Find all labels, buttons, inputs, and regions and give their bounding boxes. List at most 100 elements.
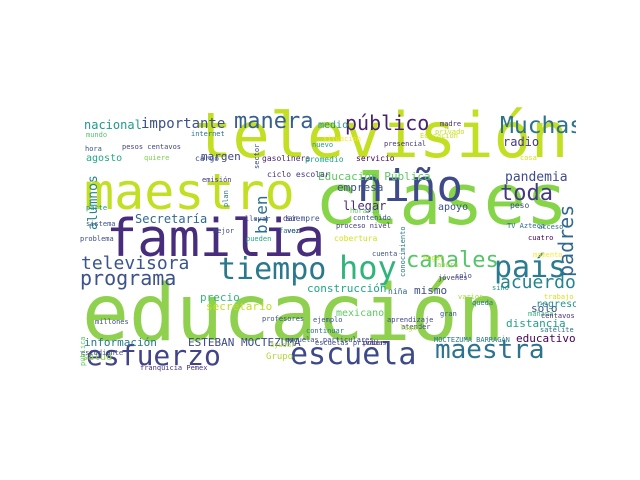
word-muchas: Muchas: [500, 113, 576, 139]
word-mañana: mañana: [528, 310, 554, 318]
word-dar: dar: [283, 214, 298, 223]
word-privado: privado: [435, 128, 465, 136]
word-sector: sector: [253, 143, 261, 170]
word-hora: hora: [85, 145, 102, 153]
word-solo: solo: [455, 272, 472, 280]
word-importante: importante: [141, 116, 226, 132]
word-mexicano: mexicano: [336, 308, 385, 319]
word-salud: salud: [82, 352, 113, 363]
word-cargo: cargo: [195, 154, 220, 163]
word-cuenta: cuenta: [372, 250, 398, 258]
word-trabajo: trabajo: [544, 293, 574, 301]
word-promedio: promedio: [305, 155, 344, 164]
word-moctezuma-barragán: MOCTEZUMA BARRAGÁN: [434, 336, 510, 344]
word-centavos: centavos: [541, 312, 575, 320]
word-presencial: presencial: [384, 140, 427, 148]
word-televisora: televisora: [81, 253, 190, 274]
word-ahora: ahora: [437, 261, 459, 269]
word-millones: millones: [95, 318, 129, 326]
word-sino: sino: [492, 284, 509, 292]
word-pueden: pueden: [246, 235, 272, 243]
word-niño: niño: [357, 161, 463, 212]
word-maestra: maestra: [435, 335, 545, 365]
word-emisión: emisión: [202, 176, 232, 184]
word-gran: gran: [440, 310, 457, 318]
word-proceso-nivel: proceso nivel: [336, 222, 391, 230]
word-cuatro: cuatro: [528, 234, 554, 242]
word-acceso: acceso: [538, 223, 564, 231]
word-canales: canales: [406, 248, 499, 273]
word-sistema: sistema: [86, 220, 116, 228]
word-peso: peso: [510, 201, 530, 210]
word-siempre: siempre: [286, 214, 320, 223]
word-tiempo: tiempo: [218, 252, 327, 287]
word-ciclo-escolar: ciclo escolar: [267, 170, 330, 179]
word-toda: toda: [500, 181, 553, 206]
word-clases: clases: [315, 159, 568, 241]
word-estudiante: estudiante: [81, 349, 124, 357]
word-margen: margen: [201, 150, 241, 163]
word-escuela: escuela: [290, 337, 417, 372]
word-maestro: maestro: [84, 163, 295, 221]
word-satélite: satélite: [540, 326, 574, 334]
word-vez: vez: [287, 227, 300, 235]
word-sólo: sólo: [531, 302, 558, 315]
word-regreso: regreso: [536, 299, 576, 310]
word-continuar: continuar: [306, 327, 344, 335]
word-radio: radio: [503, 135, 540, 149]
word-gasolinera: gasolinera: [262, 154, 311, 163]
word-construcción: construcción: [307, 282, 387, 295]
word-parte: parte: [86, 204, 108, 212]
word-empresa: empresa: [337, 181, 384, 194]
word-tv-azteca: TV Azteca: [507, 222, 545, 230]
word-franquicia-pemex: franquicia Pemex: [140, 364, 208, 372]
word-horario: horario: [350, 207, 380, 215]
word-cosa: cosa: [520, 154, 537, 162]
word-quiere: quiere: [144, 154, 170, 162]
word-apoyo: apoyo: [438, 202, 469, 213]
word-cobertura: cobertura: [334, 234, 378, 243]
word-educativo: educativo: [516, 332, 576, 345]
word-padres: padres: [554, 204, 576, 277]
word-programa: programa: [80, 266, 177, 290]
word-familia: familia: [106, 209, 326, 269]
word-problema: problema: [80, 235, 114, 243]
word-ayudar: ayudar: [270, 341, 296, 349]
word-nuevo: nuevo: [312, 141, 334, 149]
word-distancia: distancia: [506, 317, 566, 330]
word-hogar: hogar: [423, 254, 445, 262]
word-secretario: secretario: [206, 300, 273, 313]
word-precio: precio: [200, 291, 240, 304]
word-queda: queda: [472, 299, 494, 307]
word-madre: madre: [440, 120, 462, 128]
word-acuerdo: acuerdo: [500, 272, 576, 293]
word-medio: medio: [318, 120, 349, 131]
word-contenido: contenido: [353, 214, 391, 222]
word-servicio: servicio: [356, 154, 395, 163]
word-cloud: educación televisión clases maestro familia n…: [80, 105, 576, 377]
word-jóvenes: jóvenes: [438, 274, 468, 282]
word-internet: internet: [191, 130, 225, 138]
word-mundo: mundo: [86, 131, 108, 139]
word-mejor: mejor: [213, 227, 235, 235]
word-escuelas-privadas: escuelas privadas: [315, 339, 387, 347]
word-momento: momento: [533, 251, 563, 259]
word-esfuerzo: esfuerzo: [86, 339, 221, 372]
word-llegar: llegar: [343, 199, 387, 213]
word-público: público: [345, 111, 430, 135]
word-poder: poder: [363, 339, 385, 347]
word-atender: atender: [401, 323, 431, 331]
word-ejemplo: ejemplo: [313, 316, 343, 324]
word-mismo: mismo: [414, 284, 448, 297]
word-favor: favor: [279, 227, 301, 235]
word-esteban-moctezuma: ESTEBAN MOCTEZUMA: [188, 336, 301, 349]
word-manera: manera: [234, 109, 314, 134]
word-educación-pública: Educación Pública: [318, 170, 431, 183]
word-aprendizaje: aprendizaje: [387, 316, 434, 324]
word-profesores: profesores: [262, 315, 305, 323]
word-información: información: [84, 336, 157, 349]
word-conocimiento: conocimiento: [399, 226, 407, 278]
word-secretaría: Secretaría: [135, 212, 208, 226]
word-niña: niña: [388, 287, 408, 296]
word-pública: pública: [80, 336, 87, 367]
